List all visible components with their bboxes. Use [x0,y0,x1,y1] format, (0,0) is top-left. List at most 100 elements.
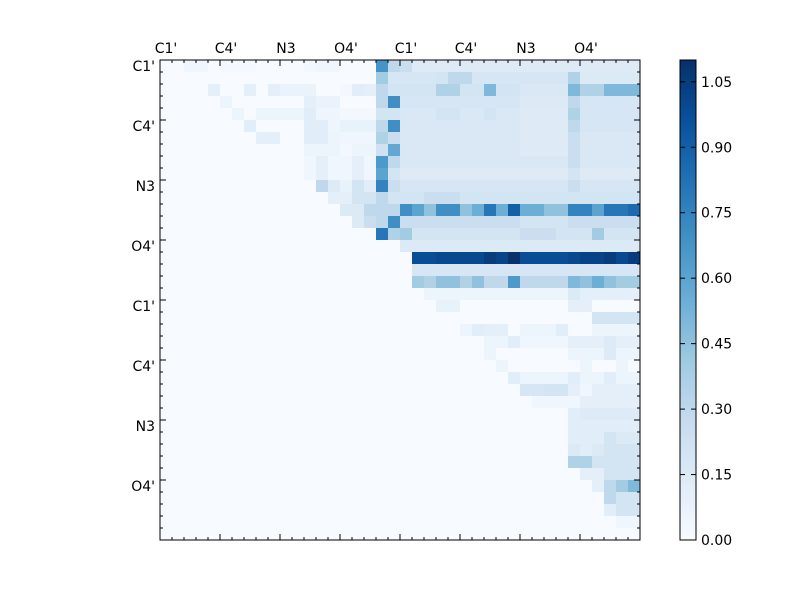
heatmap-cell [568,120,581,133]
heatmap-cell [220,396,233,409]
heatmap-cell [352,288,365,301]
heatmap-cell [232,468,245,481]
heatmap-cell [364,516,377,529]
heatmap-cell [220,204,233,217]
heatmap-cell [472,456,485,469]
heatmap-cell [268,156,281,169]
heatmap-cell [328,336,341,349]
heatmap-cell [592,300,605,313]
heatmap-cell [280,204,293,217]
heatmap-cell [520,144,533,157]
heatmap-cell [568,192,581,205]
x-tick-label: O4' [574,41,598,57]
heatmap-cell [388,432,401,445]
heatmap-cell [616,156,629,169]
heatmap-cell [376,348,389,361]
heatmap-cell [436,300,449,313]
heatmap-cell [388,528,401,541]
heatmap-cell [364,192,377,205]
heatmap-cell [448,504,461,517]
heatmap-cell [424,528,437,541]
heatmap-cell [496,504,509,517]
heatmap-cell [196,156,209,169]
heatmap-cell [628,384,641,397]
heatmap-cell [160,432,173,445]
heatmap-cell [328,288,341,301]
heatmap-cell [508,228,521,241]
heatmap-cell [628,180,641,193]
heatmap-cell [472,372,485,385]
heatmap-cell [316,156,329,169]
heatmap-cell [232,276,245,289]
heatmap-cell [616,528,629,541]
heatmap-cell [172,504,185,517]
heatmap-cell [628,444,641,457]
heatmap-cell [244,252,257,265]
heatmap-cell [508,312,521,325]
heatmap-cell [400,456,413,469]
heatmap-cell [328,300,341,313]
heatmap-cell [340,192,353,205]
heatmap-cell [232,240,245,253]
heatmap-cell [544,360,557,373]
heatmap-cell [520,456,533,469]
heatmap-cell [412,528,425,541]
heatmap-cell [592,60,605,73]
heatmap-cell [232,528,245,541]
heatmap-cell [388,204,401,217]
heatmap-cell [364,348,377,361]
heatmap-cell [376,444,389,457]
heatmap-cell [388,144,401,157]
heatmap-cell [220,156,233,169]
heatmap-cell [472,348,485,361]
heatmap-cell [232,480,245,493]
heatmap-cell [208,300,221,313]
heatmap-cell [580,432,593,445]
heatmap-cell [292,324,305,337]
heatmap-cell [544,336,557,349]
heatmap-cell [280,156,293,169]
heatmap-cell [544,324,557,337]
heatmap-cell [160,252,173,265]
heatmap-cell [508,384,521,397]
heatmap-cell [196,60,209,73]
heatmap-cell [472,396,485,409]
heatmap-cell [412,492,425,505]
heatmap-cell [592,528,605,541]
heatmap-cell [184,528,197,541]
heatmap-cell [268,336,281,349]
heatmap-cell [160,408,173,421]
heatmap-cell [496,408,509,421]
heatmap-cell [568,264,581,277]
heatmap-cell [256,72,269,85]
heatmap-cell [484,432,497,445]
heatmap-cell [472,192,485,205]
heatmap-cell [460,264,473,277]
heatmap-cell [388,288,401,301]
heatmap-cell [556,156,569,169]
heatmap-cell [292,96,305,109]
heatmap-cell [232,444,245,457]
heatmap-cell [424,468,437,481]
heatmap-cell [160,228,173,241]
heatmap-cell [232,216,245,229]
heatmap-cell [496,72,509,85]
heatmap-cell [592,516,605,529]
heatmap-cell [568,288,581,301]
heatmap-cell [628,372,641,385]
heatmap-cell [160,132,173,145]
heatmap-cell [220,444,233,457]
heatmap-cell [424,84,437,97]
heatmap-cell [460,144,473,157]
heatmap-cell [568,312,581,325]
y-tick-label: N3 [136,419,155,435]
heatmap-cell [448,228,461,241]
heatmap-cell [232,192,245,205]
heatmap-cell [460,516,473,529]
heatmap-cell [520,192,533,205]
heatmap-cell [448,168,461,181]
heatmap-cell [616,96,629,109]
heatmap-cell [460,492,473,505]
heatmap-cell [568,396,581,409]
heatmap-cell [496,420,509,433]
